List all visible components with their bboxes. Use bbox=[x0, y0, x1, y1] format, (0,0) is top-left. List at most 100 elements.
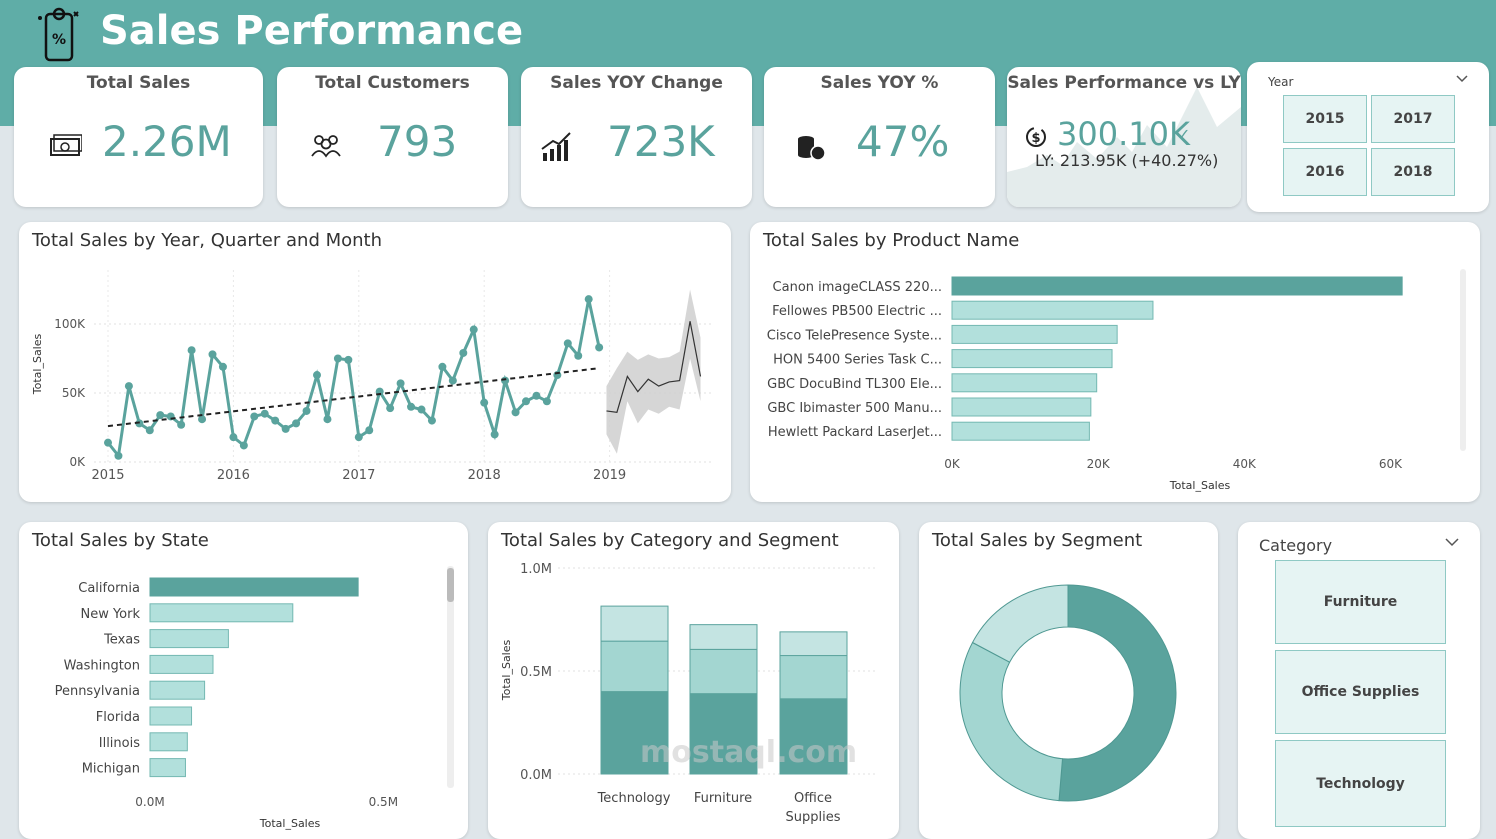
kpi-card-yoy-change[interactable]: Sales YOY Change 723K bbox=[521, 67, 752, 207]
bar bbox=[149, 680, 206, 700]
data-point bbox=[292, 419, 301, 428]
check-icon: ✓ bbox=[1177, 125, 1191, 144]
bar bbox=[149, 758, 186, 778]
category-label: Cisco TelePresence Syste... bbox=[767, 328, 942, 343]
data-point bbox=[563, 339, 572, 348]
panel-title: Total Sales by Year, Quarter and Month bbox=[32, 230, 383, 251]
category-option-furniture[interactable]: Furniture bbox=[1275, 560, 1446, 644]
y-tick-label: 0.0M bbox=[520, 768, 552, 783]
bar-segment bbox=[689, 624, 758, 650]
scrollbar[interactable] bbox=[1460, 269, 1466, 451]
chevron-down-icon[interactable] bbox=[1445, 537, 1459, 547]
data-point bbox=[239, 441, 248, 450]
sparkline-background bbox=[1007, 87, 1241, 207]
scrollbar-thumb[interactable] bbox=[447, 568, 454, 602]
line-chart[interactable]: 0K 50K 100K 2015 2016 2017 2018 2019 Total_Sales bbox=[19, 222, 731, 502]
panel-title: Total Sales by Segment bbox=[932, 530, 1143, 551]
data-point bbox=[250, 412, 259, 421]
data-point bbox=[271, 416, 280, 425]
year-option-2015[interactable]: 2015 bbox=[1283, 95, 1367, 143]
data-point bbox=[480, 398, 489, 407]
panel-title: Total Sales by Product Name bbox=[763, 230, 1020, 251]
category-label: California bbox=[78, 581, 140, 596]
data-point bbox=[260, 409, 269, 418]
bar-segment bbox=[779, 631, 848, 657]
category-option-office-supplies[interactable]: Office Supplies bbox=[1275, 650, 1446, 734]
vs-ly-comparison: LY: 213.95K (+40.27%) bbox=[1035, 151, 1219, 170]
year-option-2017[interactable]: 2017 bbox=[1371, 95, 1455, 143]
vs-ly-value: 300.10K bbox=[1057, 115, 1190, 153]
segment-donut-chart[interactable] bbox=[919, 522, 1218, 839]
chevron-down-icon[interactable] bbox=[1456, 74, 1468, 84]
data-point bbox=[584, 295, 593, 304]
bar-segment bbox=[600, 605, 669, 642]
bar bbox=[149, 706, 193, 726]
kpi-card-total-sales[interactable]: Total Sales 2.26M bbox=[14, 67, 263, 207]
category-label: Washington bbox=[64, 658, 140, 673]
data-point bbox=[229, 433, 238, 442]
sales-by-state-panel: Total Sales by State California New York T… bbox=[19, 522, 468, 839]
bar bbox=[149, 732, 188, 752]
data-point bbox=[448, 376, 457, 385]
data-point bbox=[407, 402, 416, 411]
donut-slice bbox=[1058, 584, 1177, 802]
data-point bbox=[114, 451, 123, 460]
category-slicer-label: Category bbox=[1259, 536, 1333, 555]
year-option-2018[interactable]: 2018 bbox=[1371, 148, 1455, 196]
x-axis-label: Total_Sales bbox=[259, 817, 321, 830]
data-point bbox=[208, 350, 217, 359]
data-point bbox=[490, 430, 499, 439]
kpi-value: 723K bbox=[607, 117, 715, 166]
bar-segment bbox=[600, 691, 669, 775]
kpi-card-total-customers[interactable]: Total Customers 793 bbox=[277, 67, 508, 207]
data-point bbox=[281, 424, 290, 433]
panel-title: Total Sales by Category and Segment bbox=[501, 530, 839, 551]
category-label: Texas bbox=[103, 633, 140, 648]
price-tag-phone-icon: % bbox=[38, 7, 79, 62]
bar bbox=[951, 421, 1090, 441]
x-tick-label: 60K bbox=[1379, 457, 1403, 471]
kpi-card-vs-ly[interactable]: Sales Performance vs LY $ 300.10K ✓ LY: … bbox=[1007, 67, 1241, 207]
category-stacked-bar-chart[interactable]: 0.0M 0.5M 1.0M Total_Sales Technology Furnitu… bbox=[488, 522, 899, 839]
product-bar-chart[interactable]: Canon imageCLASS 220... Fellowes PB500 El… bbox=[750, 222, 1480, 502]
data-point bbox=[365, 426, 374, 435]
category-label: New York bbox=[80, 607, 140, 622]
growth-chart-icon bbox=[541, 132, 571, 161]
sales-by-date-panel: Total Sales by Year, Quarter and Month 0… bbox=[19, 222, 731, 502]
bar bbox=[951, 373, 1098, 393]
data-point bbox=[344, 355, 353, 364]
kpi-card-yoy-percent[interactable]: Sales YOY % 47% bbox=[764, 67, 995, 207]
category-label: Technology bbox=[597, 791, 671, 806]
data-point bbox=[459, 348, 468, 357]
category-label: HON 5400 Series Task C... bbox=[773, 353, 942, 368]
data-point bbox=[302, 406, 311, 415]
y-tick-label: 0.5M bbox=[520, 665, 552, 680]
bar-segment bbox=[689, 693, 758, 775]
category-option-technology[interactable]: Technology bbox=[1275, 740, 1446, 827]
donut-slice bbox=[971, 584, 1069, 663]
kpi-value: 793 bbox=[377, 117, 458, 166]
kpi-title: Total Customers bbox=[315, 73, 470, 93]
category-label: Pennsylvania bbox=[55, 684, 140, 699]
state-bar-chart[interactable]: California New York Texas Washington Pennsyl… bbox=[19, 522, 468, 839]
year-option-2016[interactable]: 2016 bbox=[1283, 148, 1367, 196]
data-point bbox=[333, 354, 342, 363]
y-tick-label: 50K bbox=[62, 386, 86, 400]
x-tick-label: 0K bbox=[944, 457, 961, 471]
category-label: Canon imageCLASS 220... bbox=[773, 280, 942, 295]
category-slicer: Category Furniture Office Supplies Techn… bbox=[1238, 522, 1480, 839]
scrollbar[interactable] bbox=[447, 566, 454, 788]
y-tick-label: 1.0M bbox=[520, 562, 552, 577]
x-tick-label: 2019 bbox=[593, 468, 626, 483]
bar-segment bbox=[600, 640, 669, 693]
bar bbox=[951, 300, 1154, 320]
kpi-value: 47% bbox=[856, 117, 950, 166]
y-tick-label: 0K bbox=[69, 455, 86, 469]
category-label: Michigan bbox=[82, 762, 140, 777]
data-point bbox=[438, 362, 447, 371]
data-point bbox=[104, 438, 112, 447]
panel-title: Total Sales by State bbox=[32, 530, 209, 551]
data-point bbox=[396, 379, 405, 388]
bar bbox=[951, 397, 1092, 417]
coins-icon bbox=[798, 136, 826, 161]
